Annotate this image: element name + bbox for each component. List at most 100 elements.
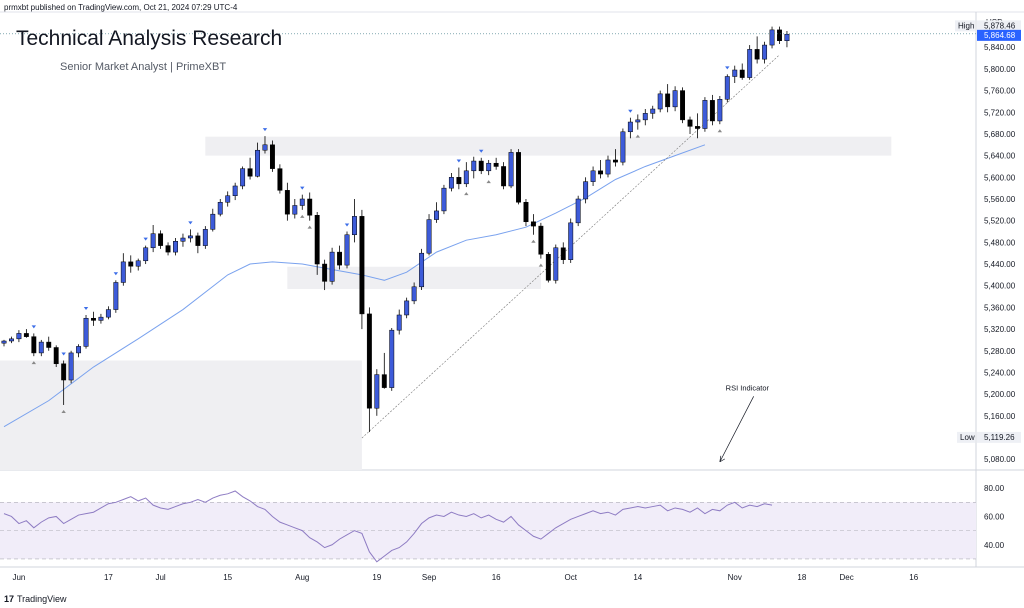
candle-body (9, 338, 14, 342)
candle-body (545, 254, 551, 281)
candle-body (217, 201, 223, 215)
candle-body (583, 181, 589, 200)
last-price-value: 5,864.68 (984, 31, 1016, 40)
pivot-high-marker (628, 109, 633, 113)
price-axis: 5,080.005,120.005,160.005,200.005,240.00… (984, 43, 1016, 464)
candle-body (739, 69, 745, 78)
price-tick-label: 5,840.00 (984, 43, 1016, 52)
candle-body (665, 93, 671, 108)
candle-body (612, 159, 618, 163)
candle-body (314, 215, 320, 265)
price-tick-label: 5,080.00 (984, 455, 1016, 464)
candle-body (284, 190, 290, 215)
candle-body (605, 159, 611, 175)
candle-body (210, 213, 216, 230)
candle-body (724, 76, 730, 100)
pivot-low-marker (635, 134, 641, 138)
candle-body (16, 333, 22, 340)
pivot-low-marker (486, 180, 491, 184)
candle-body (687, 119, 693, 127)
price-tick-label: 5,640.00 (984, 152, 1016, 161)
price-tick-label: 5,360.00 (984, 303, 1016, 312)
price-tick-label: 5,560.00 (984, 195, 1016, 204)
candle-body (434, 210, 439, 220)
candle-body (329, 251, 335, 282)
pivot-low-marker (31, 361, 37, 365)
candle-body (471, 160, 477, 172)
candle-body (478, 160, 484, 172)
rsi-pane: 80.00 60.00 40.00 (0, 484, 1005, 563)
candle-body (269, 144, 275, 169)
pivot-high-marker (113, 272, 119, 276)
annotation-text: RSI Indicator (726, 383, 770, 392)
pivot-low-marker (717, 129, 723, 133)
time-tick-label: 14 (633, 573, 642, 582)
price-tick-label: 5,760.00 (984, 87, 1016, 96)
candle-body (352, 216, 357, 236)
candle-body (441, 187, 447, 212)
candle-body (247, 168, 253, 177)
candle-body (225, 195, 231, 203)
low-value: 5,119.26 (984, 433, 1015, 442)
candle-body (180, 237, 186, 242)
candle-body (83, 317, 89, 347)
candle-body (523, 201, 529, 223)
candle-body (709, 100, 715, 122)
time-tick-label: Nov (728, 573, 742, 582)
candle-body (553, 247, 559, 281)
price-tick-label: 5,400.00 (984, 282, 1016, 291)
candle-body (560, 247, 566, 260)
page-title: Technical Analysis Research (16, 27, 282, 50)
rsi-annotation: RSI Indicator (719, 383, 770, 463)
time-tick-label: Sep (422, 573, 437, 582)
price-tick-label: 5,480.00 (984, 238, 1016, 247)
price-tick-label: 5,520.00 (984, 217, 1016, 226)
candle-body (91, 317, 96, 321)
candlesticks (1, 26, 790, 433)
candle-body (165, 245, 171, 253)
high-value: 5,878.46 (984, 21, 1016, 30)
support-resistance-zones (0, 136, 892, 470)
candle-body (672, 90, 678, 108)
candle-body (322, 263, 328, 282)
candle-body (195, 235, 201, 246)
candle-body (598, 170, 603, 175)
candle-body (530, 221, 536, 227)
pivot-high-marker (262, 128, 268, 132)
high-value-box (977, 20, 1021, 32)
zone-1 (287, 266, 541, 289)
time-tick-label: 15 (223, 573, 232, 582)
pivot-low-marker (464, 192, 469, 196)
candle-body (105, 309, 111, 318)
candle-body (1, 340, 7, 344)
candle-body (98, 316, 104, 321)
candle-body (120, 261, 126, 283)
candle-body (508, 152, 514, 187)
candle-body (501, 166, 507, 187)
candle-body (68, 352, 74, 381)
price-badges: High 5,878.465,864.68 Low 5,119.26 (0, 20, 1021, 443)
pivot-high-marker (456, 159, 462, 163)
candle-body (173, 241, 178, 253)
high-label: High (958, 21, 974, 30)
candle-body (277, 168, 283, 191)
time-tick-label: 16 (909, 573, 918, 582)
pivot-markers (31, 66, 730, 413)
candle-body (717, 99, 723, 122)
candle-body (381, 374, 387, 388)
candle-body (627, 121, 633, 133)
page-subtitle: Senior Market Analyst | PrimeXBT (60, 61, 226, 73)
pivot-high-marker (61, 352, 66, 356)
tradingview-logo[interactable]: 17 TradingView (4, 594, 67, 604)
time-tick-label: Jun (12, 573, 25, 582)
annotation-arrowhead (719, 455, 726, 463)
candle-body (135, 260, 141, 267)
candle-body (113, 282, 119, 310)
time-tick-label: Aug (295, 573, 309, 582)
candle-body (344, 234, 350, 266)
price-tick-label: 5,280.00 (984, 347, 1016, 356)
candle-body (702, 100, 708, 129)
candle-body (307, 198, 313, 216)
rsi-tick-label: 80.00 (984, 484, 1005, 493)
rsi-line (3, 490, 773, 563)
